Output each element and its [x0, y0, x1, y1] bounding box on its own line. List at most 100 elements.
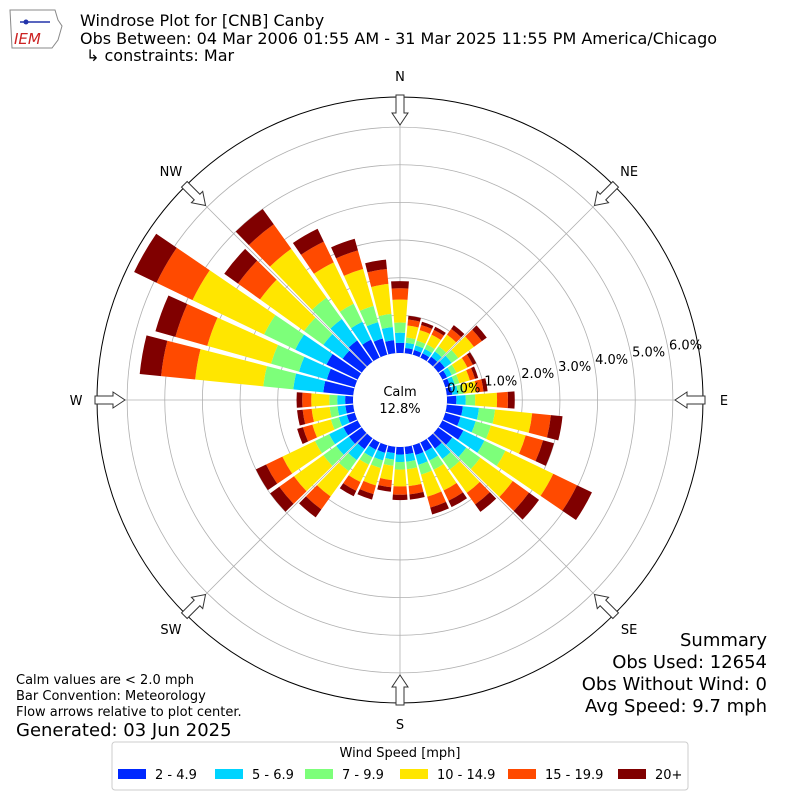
wind-bar-segment: [418, 461, 432, 475]
wind-bar-segment: [507, 391, 515, 409]
wind-bar-segment: [391, 281, 409, 289]
wind-bar-segment: [385, 451, 395, 460]
wind-bar-segment: [456, 395, 466, 405]
wind-bar-segment: [359, 305, 379, 327]
wind-bar-segment: [486, 425, 526, 454]
wind-bar-segment: [336, 250, 364, 276]
wind-bar-segment: [298, 356, 331, 380]
wind-bar-segment: [297, 409, 306, 426]
legend-label: 10 - 14.9: [437, 768, 495, 783]
calm-label: Calm: [383, 385, 416, 400]
wind-bar-segment: [348, 427, 367, 444]
radial-grid-circle: [164, 164, 636, 636]
wind-bar-segment: [345, 395, 354, 405]
wind-bar-segment: [412, 350, 422, 358]
wind-bar-segment: [156, 247, 210, 301]
wind-bar-segment: [381, 327, 395, 342]
wind-bar-segment: [224, 248, 258, 284]
wind-bar-segment: [446, 395, 457, 405]
wind-bar-segment: [443, 367, 452, 378]
wind-bar-segment: [323, 380, 355, 396]
wind-bar-segment: [377, 442, 388, 453]
wind-bar-segment: [329, 406, 340, 418]
legend-swatch: [618, 769, 646, 779]
wind-bar-segment: [415, 340, 426, 349]
wind-bar-segment: [451, 385, 459, 395]
wind-bar-segment: [336, 436, 356, 455]
wind-bar-segment: [457, 416, 476, 433]
wind-bar-segment: [270, 486, 294, 512]
note: Flow arrows relative to plot center.: [16, 705, 242, 720]
wind-bar-segment: [391, 288, 409, 300]
wind-bar-segment: [404, 445, 414, 455]
wind-bar-segment: [357, 433, 373, 450]
flow-arrow: [593, 180, 620, 207]
wind-bar-segment: [292, 228, 324, 255]
wind-bar-segment: [311, 407, 332, 422]
wind-bar-segment: [339, 303, 363, 329]
wind-bar-segment: [302, 392, 312, 408]
wind-bar-segment: [406, 325, 419, 340]
angular-grid-line: [185, 432, 368, 615]
wind-bar-segment: [519, 435, 544, 462]
wind-bar-segment: [395, 446, 405, 455]
r-tick-label: 4.0%: [595, 353, 628, 368]
wind-bar-segment: [238, 260, 277, 300]
wind-bar-segment: [434, 346, 447, 358]
wind-bar-segment: [424, 447, 438, 461]
wind-bar-segment: [461, 380, 477, 394]
wind-bar-segment: [331, 238, 358, 259]
wind-bar-segment: [326, 368, 358, 388]
wind-bar-segment: [461, 406, 479, 420]
wind-bar-segment: [466, 367, 475, 381]
angular-grid-line: [432, 185, 615, 368]
wind-bar-segment: [442, 451, 460, 470]
wind-bar-segment: [363, 464, 381, 486]
r-tick-label: 5.0%: [632, 346, 665, 361]
wind-bar-segment: [513, 492, 540, 520]
flow-arrow: [94, 391, 126, 409]
logo: IEM: [9, 9, 63, 49]
wind-bar-segment: [408, 315, 421, 322]
wind-bar-segment: [477, 440, 506, 466]
wind-bar-segment: [535, 440, 554, 466]
wind-bar-segment: [427, 433, 442, 449]
wind-bar-segment: [367, 268, 389, 287]
legend-label: 20+: [655, 768, 682, 783]
wind-bar-segment: [380, 464, 394, 481]
wind-bar-segment: [359, 452, 373, 465]
wind-bar-segment: [427, 491, 446, 508]
legend-title: Wind Speed [mph]: [340, 746, 461, 761]
flow-arrow: [391, 674, 409, 706]
wind-bar-segment: [392, 494, 408, 501]
wind-bar-segment: [348, 340, 373, 367]
legend-swatch: [215, 769, 243, 779]
wind-bar-segment: [434, 442, 451, 459]
wind-bar-segment: [466, 481, 490, 505]
wind-bar-segment: [431, 329, 444, 341]
wind-bar-segment: [471, 421, 491, 439]
note: Calm values are < 2.0 mph: [16, 673, 194, 688]
wind-bar-segment: [297, 427, 309, 444]
r-tick-label: 3.0%: [558, 360, 591, 375]
wind-bar-segment: [357, 489, 374, 500]
wind-bar-segment: [456, 370, 470, 384]
wind-bar-segment: [465, 394, 476, 406]
wind-bar-segment: [408, 483, 424, 495]
wind-bar-segment: [312, 419, 335, 438]
wind-bar-segment: [481, 378, 488, 392]
wind-bar-segment: [339, 483, 357, 497]
title: Windrose Plot for [CNB] Canby: [80, 11, 324, 30]
wind-bar-segment: [451, 325, 465, 338]
radial-grid-circle: [126, 126, 674, 674]
wind-bar-segment: [470, 366, 479, 379]
wind-bar-segment: [304, 317, 333, 345]
wind-bar-segment: [305, 485, 331, 510]
wind-bar-segment: [263, 366, 297, 390]
wind-bar-segment: [338, 453, 357, 472]
wind-bar-segment: [266, 456, 293, 484]
wind-bar-segment: [420, 438, 433, 452]
wind-bar-segment: [405, 452, 416, 462]
radial-grid-circle: [277, 277, 523, 523]
